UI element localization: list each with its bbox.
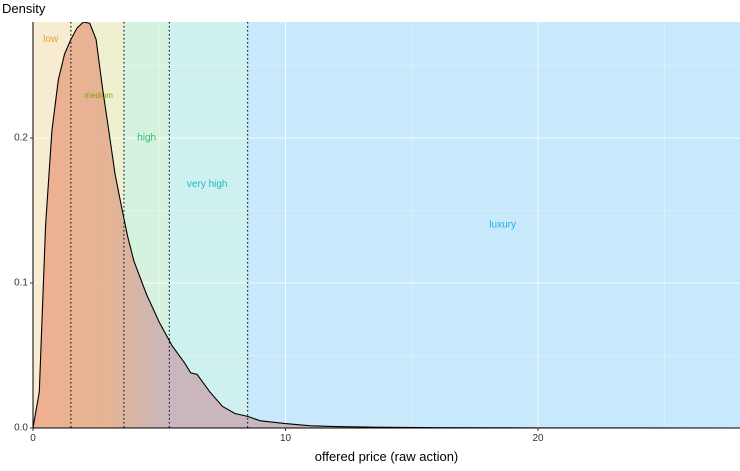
density-line [33, 22, 740, 428]
band-label-high: high [137, 133, 156, 144]
band-label-low: low [43, 34, 59, 45]
band-label-layer: low medium high very high luxury [43, 34, 516, 231]
axis-layer: 0.0 0.1 0.2 0 10 20 [14, 22, 740, 444]
band-label-medium: medium [84, 91, 113, 100]
x-axis-title: offered price (raw action) [315, 449, 459, 464]
y-axis-title: Density [2, 1, 46, 16]
y-tick-label: 0.0 [14, 423, 28, 434]
x-tick-label: 20 [532, 433, 544, 444]
x-tick-label: 0 [30, 433, 36, 444]
band-luxury [247, 22, 740, 428]
y-tick-label: 0.2 [14, 133, 28, 144]
density-area [33, 22, 740, 428]
band-layer [33, 22, 740, 428]
density-layer [33, 22, 740, 428]
y-tick-label: 0.1 [14, 278, 28, 289]
band-label-very-high: very high [187, 179, 228, 190]
band-label-luxury: luxury [489, 220, 516, 231]
x-tick-label: 10 [280, 433, 292, 444]
